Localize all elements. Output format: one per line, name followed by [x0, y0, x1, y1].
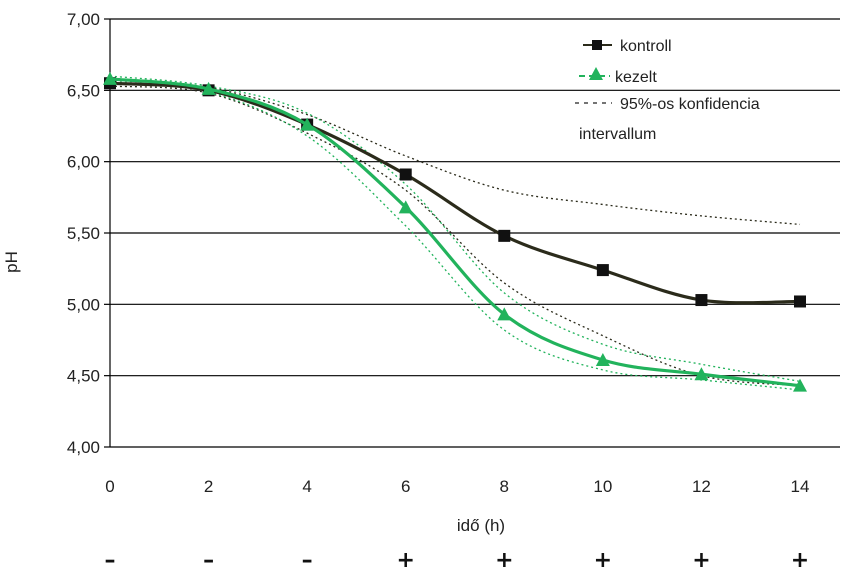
y-tick-label: 5,00 [67, 295, 100, 314]
x-axis-title: idő (h) [457, 516, 505, 535]
horizontal-gridlines [104, 18, 840, 448]
ci-lower-kezelt [109, 81, 801, 391]
ci-upper-kezelt [109, 75, 801, 383]
legend-ci-label-line2: intervallum [579, 126, 656, 143]
series-line-kezelt [109, 77, 801, 388]
data-point-kontroll [399, 168, 412, 181]
legend: kontroll kezelt 95%-os konfidencia inter… [575, 38, 760, 143]
data-point-kezelt [595, 352, 610, 366]
y-tick-label: 5,50 [67, 224, 100, 243]
data-point-kontroll [498, 229, 511, 242]
x-tick-label: 14 [791, 477, 810, 496]
data-point-kontroll [794, 295, 806, 308]
bottom-sign-row: – – – + + + + + [105, 548, 810, 570]
legend-kezelt-label: kezelt [615, 69, 657, 86]
data-point-kezelt [300, 117, 315, 131]
x-tick-label: 2 [204, 477, 213, 496]
legend-ci-label-line1: 95%-os konfidencia [620, 96, 760, 113]
data-point-kezelt [398, 200, 413, 214]
sign-label: – [302, 548, 313, 570]
series-line-kontroll [109, 81, 801, 305]
data-point-kezelt [103, 71, 117, 85]
y-tick-label: 6,00 [67, 153, 100, 172]
x-tick-labels: 0 2 4 6 8 10 12 14 [105, 477, 809, 496]
sign-label: + [692, 548, 710, 570]
sign-label: – [105, 548, 116, 570]
x-tick-label: 4 [302, 477, 311, 496]
legend-kezelt-marker [589, 67, 603, 80]
x-tick-label: 0 [105, 477, 114, 496]
x-tick-label: 6 [401, 477, 410, 496]
legend-kontroll-marker [592, 40, 602, 50]
data-point-kezelt [497, 307, 512, 321]
x-tick-label: 12 [692, 477, 711, 496]
data-point-kontroll [695, 294, 708, 307]
data-point-kontroll [596, 264, 609, 277]
sign-label: + [791, 548, 809, 570]
ci-lower-kontroll [109, 85, 801, 387]
sign-label: – [203, 548, 214, 570]
ci-upper-kontroll [109, 79, 801, 226]
x-tick-label: 8 [500, 477, 509, 496]
sign-label: + [495, 548, 513, 570]
y-axis-title: pH [2, 251, 21, 273]
data-point-kezelt [694, 367, 709, 381]
y-tick-label: 4,50 [67, 367, 100, 386]
y-tick-labels: 4,00 4,50 5,00 5,50 6,00 6,50 7,00 [67, 10, 100, 457]
sign-label: + [594, 548, 612, 570]
data-point-kezelt [201, 81, 216, 95]
data-point-kezelt [793, 378, 807, 392]
y-tick-label: 7,00 [67, 10, 100, 29]
legend-kontroll-label: kontroll [620, 38, 672, 55]
confidence-interval-lines [109, 75, 801, 391]
y-tick-label: 4,00 [67, 438, 100, 457]
x-tick-label: 10 [593, 477, 612, 496]
y-tick-label: 6,50 [67, 81, 100, 100]
data-series [103, 71, 807, 392]
sign-label: + [396, 548, 414, 570]
